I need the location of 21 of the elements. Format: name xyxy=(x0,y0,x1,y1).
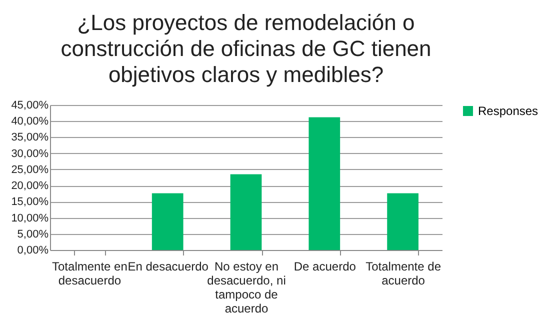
x-tick-label: Totalmente de acuerdo xyxy=(366,260,442,288)
y-tick-label: 25,00% xyxy=(11,164,49,176)
bar xyxy=(152,193,184,250)
y-tick-label: 30,00% xyxy=(11,148,49,160)
y-tick-label: 0,00% xyxy=(17,244,49,256)
bar xyxy=(230,174,262,250)
y-tick-label: 40,00% xyxy=(11,116,49,128)
y-tick-label: 20,00% xyxy=(11,180,49,192)
x-tick-label: De acuerdo xyxy=(294,260,356,274)
x-tick-label: Totalmente en desacuerdo xyxy=(52,260,128,288)
x-tick-label: En desacuerdo xyxy=(128,260,209,274)
bar xyxy=(387,193,418,250)
y-tick-label: 5,00% xyxy=(17,228,49,240)
x-tick-label: No estoy en desacuerdo, ni tampoco de acuerdo xyxy=(207,260,286,316)
chart-title: ¿Los proyectos de remodelación o construcción de oficinas de GC tienen objetivos claros y medibles? xyxy=(60,10,432,87)
y-tick-label: 15,00% xyxy=(11,196,49,208)
y-tick-label: 45,00% xyxy=(11,100,49,112)
legend-label: Responses xyxy=(478,104,538,118)
y-tick-label: 10,00% xyxy=(11,212,49,224)
y-tick-label: 35,00% xyxy=(11,132,49,144)
bar xyxy=(308,117,340,250)
